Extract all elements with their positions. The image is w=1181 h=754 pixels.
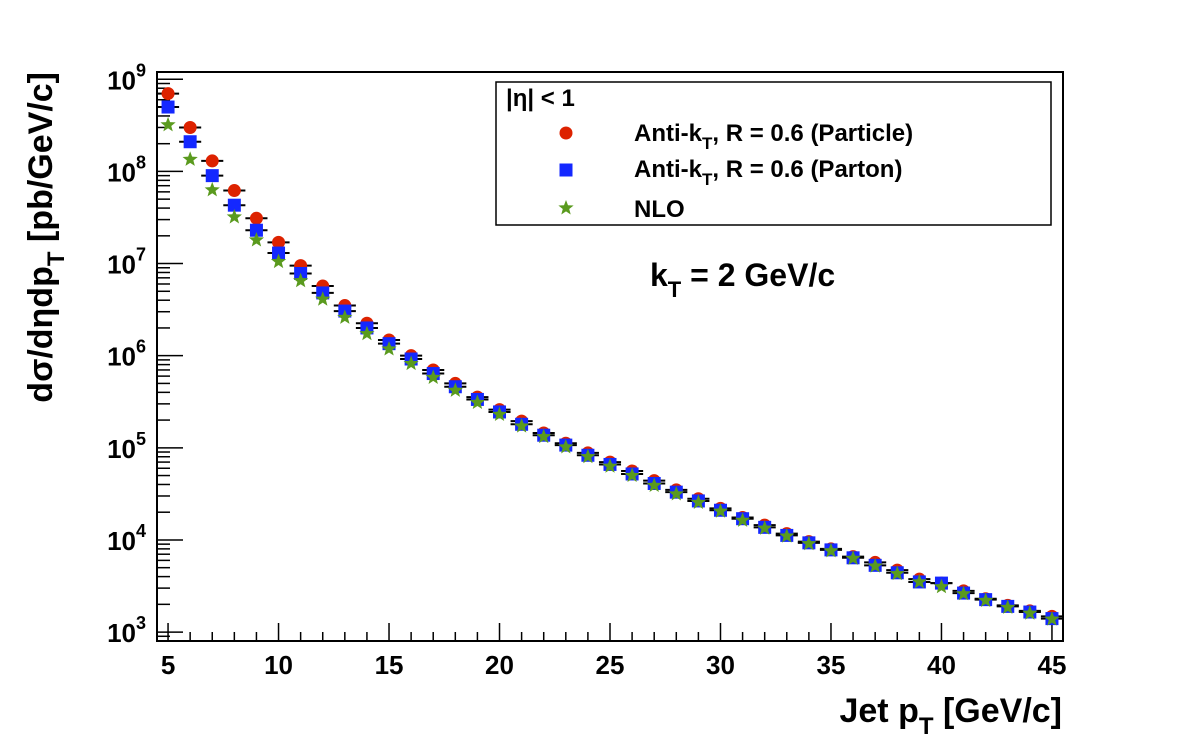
data-point	[469, 394, 486, 410]
data-point	[272, 235, 286, 249]
data-point	[801, 535, 817, 551]
data-point	[293, 272, 309, 288]
data-point	[779, 528, 795, 543]
axis-ticks	[157, 78, 1053, 642]
y-tick-label: 109	[107, 60, 146, 95]
data-point	[933, 578, 950, 594]
data-point	[558, 439, 574, 454]
data-point	[823, 542, 839, 558]
data-point	[536, 428, 552, 444]
x-axis-title: Jet pT [GeV/c]	[839, 692, 1062, 740]
data-point	[403, 355, 419, 371]
tick-labels: 5 10 15 20 25 30 35 40 45 103 104 105 106 107 108 109	[107, 60, 1066, 680]
kt-annotation: kT = 2 GeV/c	[650, 257, 835, 302]
data-point	[911, 573, 927, 589]
data-point	[205, 169, 219, 183]
y-tick-label: 106	[107, 337, 146, 372]
x-tick-label: 10	[264, 650, 293, 680]
data-point	[514, 418, 530, 433]
data-point	[205, 154, 219, 168]
legend-marker-0	[559, 126, 573, 140]
data-point	[955, 585, 972, 601]
data-point	[272, 246, 286, 260]
legend-label-parton: Anti-kT, R = 0.6 (Parton)	[634, 156, 902, 189]
data-point	[337, 309, 353, 324]
x-tick-label: 5	[161, 650, 175, 680]
legend-label-nlo: NLO	[634, 196, 685, 223]
legend-box	[495, 81, 1052, 226]
data-point	[270, 253, 287, 269]
legend-markers	[558, 126, 574, 215]
data-point	[757, 520, 773, 535]
data-point	[580, 448, 596, 464]
data-point	[248, 232, 265, 247]
data-point	[161, 100, 175, 114]
data-point	[867, 558, 883, 573]
data-point	[381, 341, 397, 356]
data-point	[1022, 605, 1038, 620]
legend-header: |η| < 1	[506, 85, 575, 112]
y-tick-label: 105	[107, 429, 146, 464]
data-point	[734, 512, 751, 527]
data-point	[204, 181, 220, 197]
data-point	[160, 116, 176, 132]
data-point	[646, 477, 662, 492]
data-point	[226, 209, 242, 224]
data-point	[624, 467, 640, 483]
data-point	[447, 382, 463, 397]
y-tick-label: 103	[107, 613, 146, 648]
x-tick-label: 30	[706, 650, 735, 680]
data-point	[712, 503, 729, 518]
legend: |η| < 1 Anti-kT, R = 0.6 (Particle) Anti…	[495, 81, 1052, 226]
data-point	[491, 406, 508, 421]
data-point	[1044, 611, 1060, 626]
data-point	[183, 135, 197, 149]
data-point	[690, 494, 706, 509]
y-axis-title: dσ/dηdpT [pb/GeV/c]	[22, 72, 70, 403]
data-point	[227, 198, 241, 212]
data-point	[161, 87, 175, 101]
series-2	[160, 116, 1060, 626]
data-point	[359, 325, 375, 341]
data-point	[978, 592, 994, 607]
data-point	[668, 486, 684, 501]
data-point	[249, 223, 263, 237]
y-tick-label: 104	[107, 521, 146, 556]
x-tick-label: 40	[927, 650, 956, 680]
data-point	[227, 184, 241, 198]
x-tick-label: 15	[375, 650, 404, 680]
data-point	[1000, 599, 1016, 614]
data-point	[249, 211, 263, 225]
data-point	[602, 458, 618, 473]
data-point	[183, 120, 197, 134]
legend-marker-1	[559, 163, 573, 177]
y-tick-label: 107	[107, 245, 146, 280]
data-point	[889, 565, 905, 581]
y-tick-label: 108	[107, 152, 146, 187]
data-point	[315, 291, 331, 306]
data-point	[425, 369, 441, 384]
x-tick-label: 20	[485, 650, 514, 680]
x-tick-label: 35	[817, 650, 846, 680]
data-point	[182, 151, 198, 166]
x-tick-label: 45	[1037, 650, 1066, 680]
data-series	[157, 87, 1063, 626]
legend-marker-2	[558, 200, 574, 215]
legend-label-particle: Anti-kT, R = 0.6 (Particle)	[634, 120, 913, 153]
data-point	[845, 550, 861, 565]
x-tick-label: 25	[596, 650, 625, 680]
